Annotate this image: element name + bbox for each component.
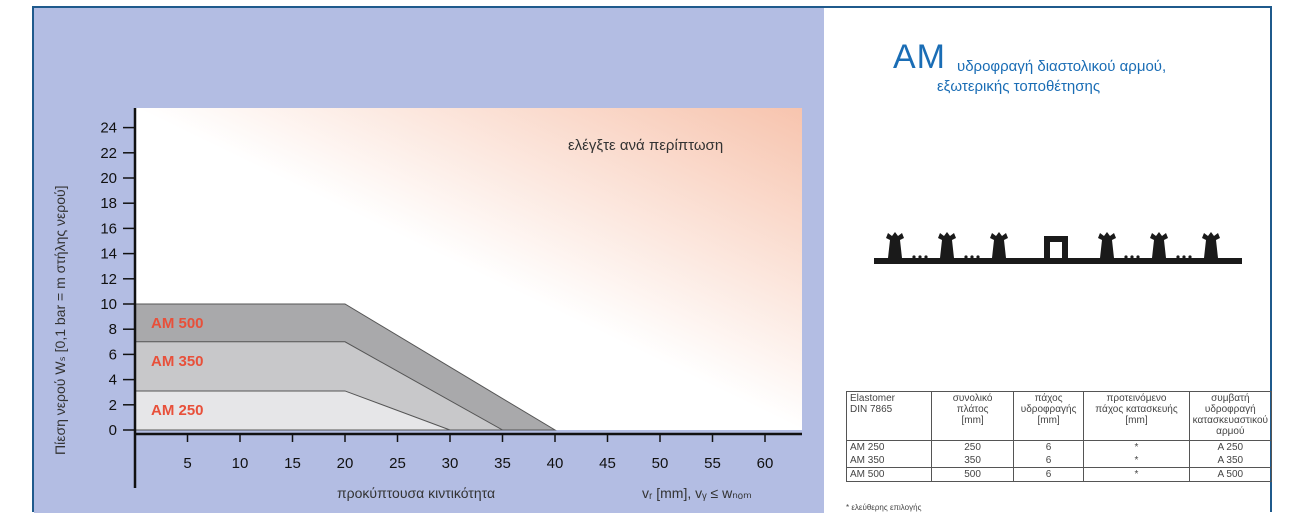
- x-tick-label: 50: [652, 455, 669, 472]
- x-axis-label: προκύπτουσα κιντικότητα: [337, 485, 495, 501]
- y-tick-label: 0: [109, 422, 117, 439]
- y-tick-label: 12: [100, 271, 117, 288]
- y-tick-label: 16: [100, 220, 117, 237]
- outer-frame: [32, 6, 1272, 512]
- product-code: AM: [893, 38, 946, 76]
- y-tick-label: 14: [100, 246, 117, 263]
- table-row: AM 250 250 6 * A 250: [845, 440, 1273, 454]
- y-tick-label: 24: [100, 120, 117, 137]
- y-tick-label: 6: [109, 346, 117, 363]
- table-cell: A 500: [1188, 467, 1273, 482]
- table-header-cell: προτεινόμενο πάχος κατασκευής [mm]: [1083, 391, 1190, 441]
- table-header-cell: Elastomer DIN 7865: [845, 391, 933, 441]
- table-row: AM 350 350 6 * A 350: [845, 454, 1273, 468]
- table-header-cell: συνολικό πλάτος [mm]: [931, 391, 1014, 441]
- y-axis-label: Πίεση νερού Wₛ [0,1 bar = m στήλης νερού…: [52, 185, 68, 455]
- y-tick-label: 22: [100, 145, 117, 162]
- table-cell: A 350: [1188, 454, 1273, 468]
- product-subtitle-line1: υδροφραγή διαστολικού αρμού,: [957, 58, 1167, 75]
- y-tick-label: 18: [100, 195, 117, 212]
- x-tick-label: 5: [183, 455, 191, 472]
- series-label: AM 500: [151, 315, 204, 332]
- spec-table: Elastomer DIN 7865 συνολικό πλάτος [mm] …: [845, 391, 1273, 482]
- x-tick-label: 45: [599, 455, 616, 472]
- y-tick-label: 20: [100, 170, 117, 187]
- table-header-cell: συμβατή υδροφραγή κατασκευαστικού αρμού: [1188, 391, 1273, 441]
- table-cell: 350: [931, 454, 1014, 468]
- table-cell: 6: [1012, 440, 1085, 454]
- x-axis-unit-label: vᵣ [mm], vᵧ ≤ wₙₒₘ: [642, 485, 752, 501]
- x-tick-label: 35: [494, 455, 511, 472]
- x-tick-label: 60: [757, 455, 774, 472]
- x-tick-label: 30: [442, 455, 459, 472]
- table-cell: AM 500: [845, 467, 933, 482]
- table-cell: 6: [1012, 454, 1085, 468]
- table-header-cell: πάχος υδροφραγής [mm]: [1012, 391, 1085, 441]
- x-tick-label: 15: [284, 455, 301, 472]
- table-footnote: * ελεύθερης επιλογής: [846, 503, 922, 512]
- table-cell: *: [1083, 440, 1190, 454]
- x-tick-label: 20: [337, 455, 354, 472]
- waterstop-profile-icon: [874, 232, 1242, 264]
- y-tick-label: 2: [109, 397, 117, 414]
- table-cell: 250: [931, 440, 1014, 454]
- x-tick-label: 55: [704, 455, 721, 472]
- x-tick-label: 40: [547, 455, 564, 472]
- product-subtitle-line2: εξωτερικής τοποθέτησης: [937, 78, 1101, 95]
- series-label: AM 350: [151, 353, 204, 370]
- table-cell: AM 250: [845, 440, 933, 454]
- table-row: AM 500 500 6 * A 500: [845, 467, 1273, 482]
- table-cell: 6: [1012, 467, 1085, 482]
- y-tick-label: 10: [100, 296, 117, 313]
- y-tick-label: 8: [109, 321, 117, 338]
- table-cell: *: [1083, 454, 1190, 468]
- table-cell: A 250: [1188, 440, 1273, 454]
- series-label: AM 250: [151, 402, 204, 419]
- spec-table-header-row: Elastomer DIN 7865 συνολικό πλάτος [mm] …: [845, 391, 1273, 441]
- table-cell: *: [1083, 467, 1190, 482]
- x-tick-label: 25: [389, 455, 406, 472]
- chart-annotation: ελέγξτε ανά περίπτωση: [568, 137, 723, 154]
- table-cell: AM 350: [845, 454, 933, 468]
- x-tick-label: 10: [232, 455, 249, 472]
- y-tick-label: 4: [109, 372, 117, 389]
- table-cell: 500: [931, 467, 1014, 482]
